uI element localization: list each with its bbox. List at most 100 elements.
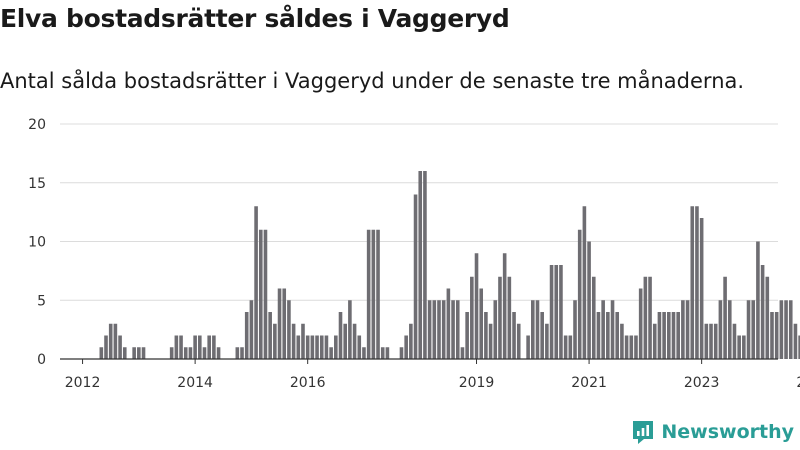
bar (624, 335, 629, 359)
bar (502, 253, 507, 359)
bar (179, 335, 183, 359)
bar (216, 347, 221, 359)
newsworthy-brand[interactable]: Newsworthy (631, 419, 794, 445)
bar (399, 347, 404, 359)
y-tick-label: 10 (28, 235, 46, 251)
bar (634, 335, 638, 359)
bar (709, 323, 713, 359)
bar (357, 335, 362, 359)
bar (310, 335, 315, 359)
x-tick-label: 2021 (571, 375, 607, 391)
newsworthy-logo-icon (633, 421, 654, 444)
bar (118, 335, 122, 359)
bar (437, 300, 441, 359)
bar (582, 206, 587, 359)
bar (413, 194, 418, 359)
bar (235, 347, 240, 359)
bar (474, 253, 479, 359)
bar (535, 300, 540, 359)
bar (610, 300, 615, 359)
bar (549, 265, 554, 359)
bar (596, 312, 601, 359)
bar (169, 347, 174, 359)
bar (667, 312, 671, 359)
bar (559, 265, 563, 359)
bar (376, 229, 380, 359)
bar (319, 335, 324, 359)
chart-subtitle: Antal sålda bostadsrätter i Vaggeryd und… (0, 69, 745, 93)
bar (699, 218, 704, 359)
bar (615, 312, 620, 359)
bar (348, 300, 352, 359)
bar (676, 312, 680, 359)
bar (479, 288, 484, 359)
bar (432, 300, 437, 359)
bar (685, 300, 690, 359)
bar (315, 335, 319, 359)
bar (207, 335, 211, 359)
bar (258, 229, 263, 359)
x-tick-label: 2025 (796, 375, 800, 391)
bar (249, 300, 254, 359)
bar (695, 206, 699, 359)
bar (465, 312, 469, 359)
bar (732, 323, 737, 359)
bar (662, 312, 666, 359)
bar (681, 300, 685, 359)
bar (629, 335, 634, 359)
bar (591, 276, 596, 359)
bar (296, 335, 301, 359)
bar (174, 335, 179, 359)
bar (526, 335, 530, 359)
bar (193, 335, 197, 359)
bar (606, 312, 610, 359)
bar (643, 276, 648, 359)
bar (385, 347, 390, 359)
bar (366, 229, 371, 359)
bar (362, 347, 366, 359)
x-tick-label: 2014 (177, 375, 213, 391)
y-tick-label: 15 (28, 176, 46, 192)
bar (488, 323, 493, 359)
bar (587, 241, 591, 359)
bar (746, 300, 751, 359)
bar (718, 300, 723, 359)
bar (770, 312, 774, 359)
bar (713, 323, 718, 359)
bar (498, 276, 502, 359)
bar (798, 335, 800, 359)
bar (329, 347, 333, 359)
bar (282, 288, 287, 359)
bar (793, 323, 798, 359)
bar (657, 312, 662, 359)
bar (493, 300, 498, 359)
brand-name: Newsworthy (661, 421, 794, 443)
x-tick-label: 2016 (290, 375, 326, 391)
bar (104, 335, 108, 359)
bar (244, 312, 249, 359)
bar (409, 323, 413, 359)
bar (451, 300, 455, 359)
bar (352, 323, 357, 359)
bar (404, 335, 408, 359)
bar (648, 276, 652, 359)
bar (573, 300, 577, 359)
bar (723, 276, 727, 359)
y-tick-label: 5 (37, 293, 46, 309)
x-tick-label: 2019 (459, 375, 495, 391)
bar (784, 300, 788, 359)
bar (652, 323, 657, 359)
bar (240, 347, 244, 359)
bar (324, 335, 329, 359)
bar (540, 312, 544, 359)
bar (423, 171, 427, 359)
bar (531, 300, 535, 359)
bar (516, 323, 521, 359)
bar (563, 335, 568, 359)
bar (727, 300, 732, 359)
bar (183, 347, 188, 359)
bar (268, 312, 272, 359)
bar (254, 206, 258, 359)
bar (779, 300, 784, 359)
